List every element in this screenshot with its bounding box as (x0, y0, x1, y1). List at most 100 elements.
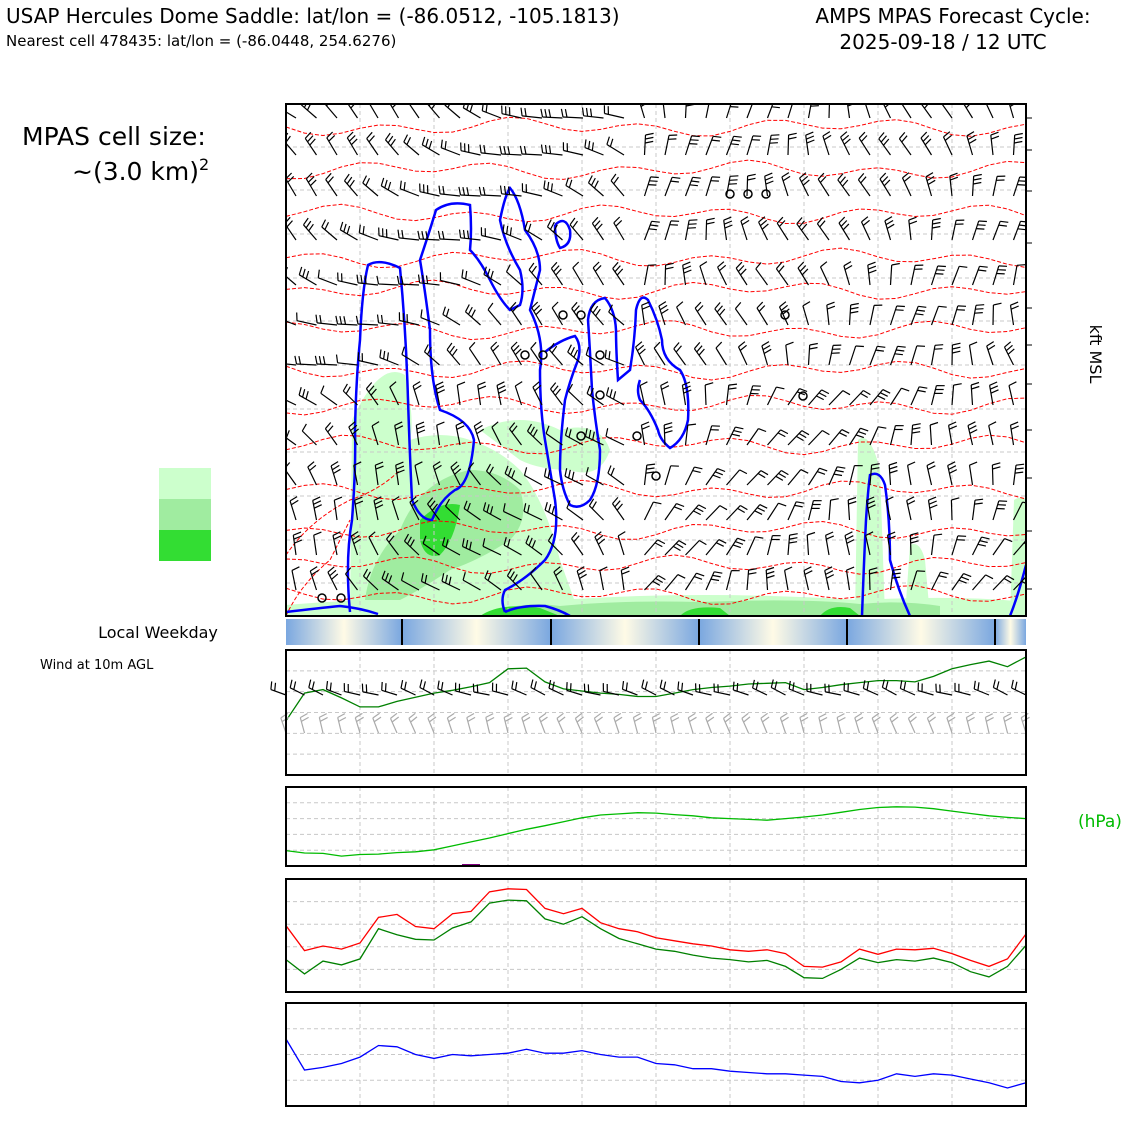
wind-barb-true-feather (862, 680, 866, 689)
profile-wind-barb-feather (903, 175, 911, 182)
wind-barb-grid-feather (354, 712, 363, 719)
profile-wind-barb-feather (802, 179, 810, 186)
profile-wind-barb (644, 575, 659, 591)
wind-barb-true-feather (903, 681, 907, 691)
profile-wind-barb (930, 571, 942, 591)
profile-wind-barb-feather (420, 573, 424, 582)
profile-wind-barb-feather (466, 502, 471, 512)
profile-wind-barb-feather (444, 141, 447, 150)
profile-wind-barb-feather (506, 568, 513, 577)
profile-wind-barb (930, 345, 936, 366)
wind-barb-grid-feather (909, 716, 917, 723)
profile-wind-barb-feather (282, 102, 284, 110)
profile-wind-barb-feather (578, 569, 586, 576)
profile-wind-barb-feather (278, 388, 280, 396)
profile-wind-barb (828, 500, 832, 521)
profile-wind-barb-feather (585, 107, 589, 117)
forecast-title: AMPS MPAS Forecast Cycle: (815, 4, 1090, 28)
profile-wind-barb-feather (717, 468, 726, 473)
profile-wind-barb-feather (394, 421, 403, 426)
temperature-panel (285, 878, 1027, 993)
wind-barb-true (381, 689, 398, 696)
profile-wind-barb-feather (438, 185, 441, 194)
profile-wind-barb-feather (496, 381, 505, 386)
profile-wind-barb-feather (550, 382, 557, 390)
profile-wind-barb-feather (380, 177, 385, 186)
profile-wind-barb (569, 224, 584, 241)
profile-wind-barb-feather (764, 176, 774, 181)
profile-wind-barb-feather (307, 135, 314, 143)
profile-wind-barb-feather (758, 305, 766, 312)
profile-wind-barb-feather (368, 135, 375, 143)
profile-wind-barb (901, 177, 912, 197)
profile-wind-barb-feather (747, 173, 756, 177)
profile-wind-barb-feather (424, 574, 428, 584)
profile-wind-barb-feather (380, 314, 384, 324)
profile-wind-barb-feather (733, 135, 742, 138)
profile-wind-barb-feather (789, 537, 798, 540)
profile-wind-barb (840, 136, 851, 156)
profile-wind-barb-feather (401, 346, 405, 355)
profile-wind-barb-feather (648, 228, 657, 231)
profile-wind-barb-feather (1010, 421, 1019, 426)
profile-wind-barb-feather (328, 134, 336, 142)
wind-barb-grid (965, 717, 972, 734)
profile-wind-barb (717, 266, 728, 286)
profile-wind-barb-feather (530, 341, 537, 349)
profile-wind-barb-feather (503, 185, 507, 195)
profile-wind-barb (775, 268, 789, 286)
profile-wind-barb (503, 510, 522, 521)
profile-wind-barb-feather (928, 496, 937, 501)
profile-wind-barb-feather (891, 262, 900, 266)
profile-wind-barb-feather (441, 573, 445, 582)
profile-wind-barb (949, 176, 953, 197)
wind-barb-true-feather (663, 681, 667, 690)
wind-barb-true (695, 691, 712, 696)
profile-wind-barb (766, 135, 772, 156)
profile-wind-barb-feather (830, 498, 839, 501)
profile-wind-barb (951, 385, 955, 406)
profile-wind-barb-feather (298, 266, 303, 275)
temperature-contour (286, 469, 401, 556)
profile-wind-barb (301, 104, 317, 119)
profile-wind-barb-feather (971, 381, 980, 386)
profile-wind-barb (316, 363, 338, 366)
profile-wind-barb-feather (612, 261, 619, 269)
profile-wind-barb (925, 176, 933, 197)
profile-wind-barb (857, 179, 871, 197)
profile-wind-barb (337, 362, 358, 366)
profile-wind-barb-feather (986, 341, 995, 347)
profile-wind-barb-feather (770, 138, 779, 140)
wind-barb-true (566, 689, 583, 696)
wind-barb-grid-feather (928, 716, 936, 723)
profile-wind-barb-feather (862, 389, 871, 396)
profile-wind-barb-feather (937, 265, 946, 268)
profile-wind-barb (525, 542, 543, 556)
profile-wind-barb-feather (409, 496, 417, 503)
profile-wind-barb (797, 267, 810, 286)
wind-barb-true (289, 687, 305, 696)
profile-wind-barb-feather (855, 345, 864, 348)
profile-wind-barb-feather (482, 502, 487, 511)
profile-wind-barb-feather (1005, 344, 1013, 352)
profile-wind-barb-feather (358, 224, 361, 233)
profile-wind-barb-feather (900, 95, 906, 101)
height-axis (1026, 117, 1032, 590)
profile-wind-barb-feather (825, 531, 834, 536)
profile-wind-barb-feather (948, 425, 958, 430)
profile-wind-barb (704, 384, 707, 406)
wind-barb-grid-feather (689, 716, 697, 723)
profile-wind-barb (992, 575, 1008, 591)
profile-wind-barb (321, 226, 338, 241)
profile-wind-barb-feather (303, 104, 307, 108)
profile-wind-barb-feather (925, 172, 934, 178)
profile-wind-barb (848, 345, 857, 366)
profile-wind-barb-feather (613, 176, 619, 185)
profile-wind-barb-feather (875, 349, 884, 352)
profile-wind-barb-feather (531, 301, 539, 309)
profile-wind-barb (301, 430, 317, 446)
wind-barb-true (400, 687, 416, 696)
profile-wind-barb (963, 104, 974, 119)
profile-wind-barb-feather (322, 356, 326, 365)
profile-wind-barb-feather (356, 274, 359, 283)
